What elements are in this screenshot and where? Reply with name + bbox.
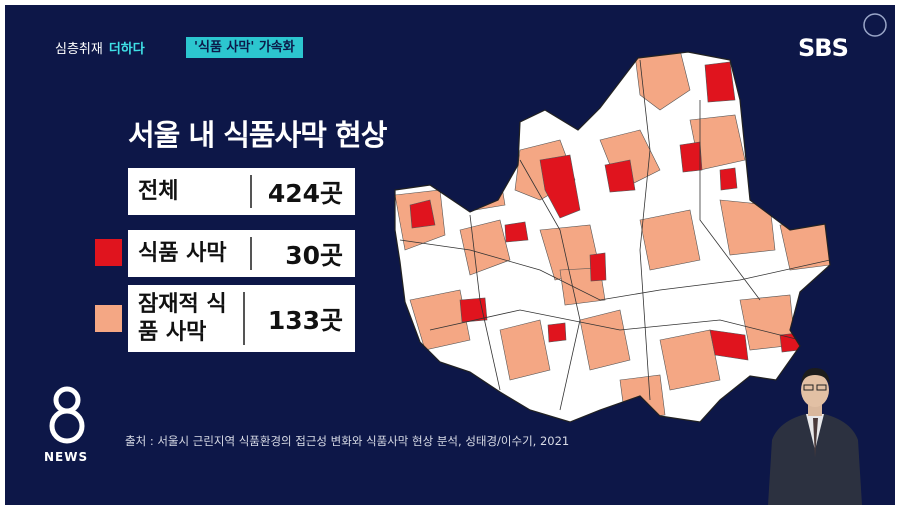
news-logo (49, 386, 85, 444)
brand: 더하다 (108, 42, 145, 57)
icon (863, 13, 887, 37)
graphic-title: 서울 내 식품사막 현상 (128, 118, 387, 152)
divider (250, 237, 252, 270)
table-row: 식품 사막 30곳 (128, 230, 355, 277)
table-row: 전체 424곳 (128, 168, 355, 215)
table-row: 잠재적 식품 사막 133곳 (128, 285, 355, 352)
legend-swatch (95, 239, 122, 266)
row-label: 식품 사막 (138, 240, 227, 266)
program-label: 심층취재 더하다 (55, 38, 145, 57)
legend-swatch (95, 305, 122, 332)
map-outline (394, 51, 831, 423)
broadcaster-logo: SBS (798, 34, 849, 62)
divider (250, 175, 252, 208)
row-label: 전체 (138, 178, 179, 204)
presenter (768, 368, 862, 505)
source-note: 출처 : 서울시 근린지역 식품환경의 접근성 변화와 식품사막 현상 분석, … (125, 434, 570, 448)
row-value: 424곳 (267, 178, 343, 208)
row-label: 잠재적 식품 사막 (138, 291, 227, 345)
topic-tag: '식품 사막' 가속화 (186, 37, 303, 58)
program: 심층취재 (55, 42, 103, 57)
row-value: 30곳 (285, 240, 343, 270)
row-value: 133곳 (267, 305, 343, 335)
divider (243, 292, 245, 345)
news-label: NEWS (44, 450, 89, 464)
